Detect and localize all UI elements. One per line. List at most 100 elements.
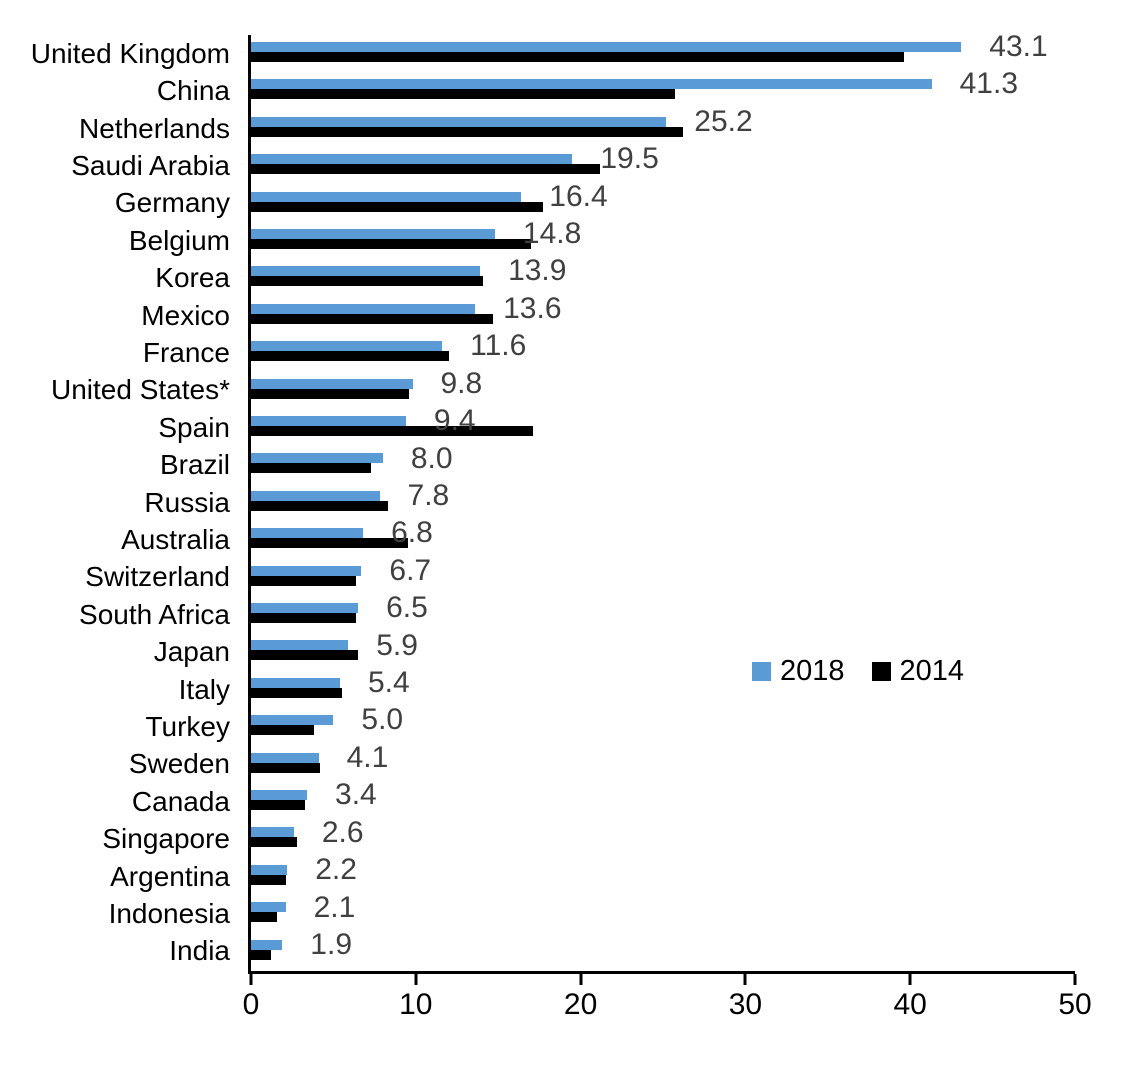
value-label: 2.6	[321, 815, 364, 849]
legend-label: 2014	[899, 655, 965, 687]
y-axis-category-labels: United Kingdom China Netherlands Saudi Arab…	[0, 35, 248, 974]
bar-group	[251, 821, 1075, 858]
bar-group	[251, 372, 1075, 409]
value-label: 2.2	[315, 853, 357, 887]
bar-group	[251, 708, 1075, 745]
bar-2014	[251, 425, 533, 436]
bar-2014	[251, 949, 271, 960]
bar-2018	[251, 228, 495, 239]
bar-group	[251, 110, 1075, 147]
value-label: 5.9	[376, 628, 418, 662]
bar-2018	[251, 602, 359, 613]
category-label: Mexico	[141, 299, 230, 331]
bar-2018	[251, 528, 364, 539]
category-label: Belgium	[128, 224, 230, 256]
bar-2018	[251, 939, 283, 950]
x-axis-tick-label: 50	[1058, 987, 1092, 1021]
value-label: 1.9	[310, 927, 353, 961]
bar-2018	[251, 116, 667, 127]
category-label: Sweden	[128, 748, 230, 780]
bar-2018	[251, 565, 362, 576]
value-label: 5.0	[361, 703, 404, 737]
bar-2018	[251, 677, 340, 688]
value-label: 4.1	[346, 740, 389, 774]
category-label: Australia	[121, 523, 230, 555]
value-label: 43.1	[989, 29, 1048, 63]
category-label: Switzerland	[85, 561, 230, 593]
x-axis-tick-mark	[1073, 973, 1077, 985]
x-axis-tick-mark	[414, 973, 418, 985]
category-label: United States*	[51, 374, 230, 406]
bar-2018	[251, 453, 383, 464]
x-axis-tick-labels: 0 10 20 30 40 50	[243, 987, 1092, 1032]
value-label: 13.6	[503, 291, 562, 325]
category-label: Saudi Arabia	[71, 149, 230, 181]
bar-2018	[251, 415, 406, 426]
bar-2014	[251, 126, 683, 137]
bar-2014	[251, 313, 494, 324]
category-label: Korea	[155, 262, 230, 294]
bar-group	[251, 933, 1075, 970]
bar-2018	[251, 790, 308, 801]
bar-group	[251, 671, 1075, 708]
bar-group	[251, 783, 1075, 820]
category-label: China	[156, 75, 230, 107]
legend-item-2018: 2018	[752, 655, 845, 688]
legend-swatch-2014	[871, 662, 891, 681]
value-label: 9.4	[433, 404, 476, 438]
bar-2018	[251, 752, 319, 763]
value-label: 7.8	[407, 478, 450, 512]
bar-group	[251, 521, 1075, 558]
category-label: France	[142, 336, 230, 368]
x-axis-tick-label: 0	[242, 987, 260, 1021]
bar-2018	[251, 266, 481, 277]
bar-2014	[251, 238, 532, 249]
value-label: 13.9	[508, 254, 567, 288]
bar-2018	[251, 490, 380, 501]
category-label: Italy	[178, 673, 230, 705]
value-label: 6.7	[389, 553, 432, 587]
bar-2014	[251, 388, 410, 399]
bar-2014	[251, 800, 306, 811]
bar-2018	[251, 864, 288, 875]
x-axis-tick-mark	[249, 973, 253, 985]
bar-2018	[251, 79, 932, 90]
bar-2014	[251, 276, 484, 287]
bar-2014	[251, 575, 357, 586]
bar-group	[251, 746, 1075, 783]
bar-2014	[251, 837, 298, 848]
bar-2018	[251, 640, 349, 651]
value-label: 41.3	[959, 67, 1018, 101]
x-axis-tick-mark	[579, 973, 583, 985]
category-label: Turkey	[145, 711, 230, 743]
bar-group	[251, 634, 1075, 671]
value-label: 19.5	[600, 142, 659, 176]
value-label: 9.8	[440, 366, 483, 400]
category-label: Japan	[153, 636, 230, 668]
x-axis-tick-label: 40	[893, 987, 927, 1021]
bar-group	[251, 559, 1075, 596]
value-label: 5.4	[367, 666, 410, 700]
bar-group	[251, 596, 1075, 633]
bar-group	[251, 297, 1075, 334]
bar-2018	[251, 715, 334, 726]
bar-2014	[251, 612, 357, 623]
bar-2018	[251, 191, 522, 202]
category-label: Germany	[114, 187, 230, 219]
bar-2014	[251, 201, 543, 212]
legend-label: 2018	[780, 655, 845, 687]
bar-2014	[251, 51, 904, 62]
bar-2014	[251, 725, 314, 736]
bar-2018	[251, 378, 413, 389]
value-label: 16.4	[549, 179, 608, 213]
value-label: 3.4	[335, 778, 377, 812]
bar-group	[251, 334, 1075, 371]
bar-2018	[251, 827, 294, 838]
x-axis-tick-label: 20	[563, 987, 598, 1021]
bar-group	[251, 409, 1075, 446]
value-label: 25.2	[694, 104, 753, 138]
bar-chart: United Kingdom China Netherlands Saudi Arab…	[0, 29, 1123, 985]
category-label: Argentina	[110, 860, 230, 892]
category-label: United Kingdom	[30, 37, 230, 69]
x-axis-tick-label: 10	[399, 987, 433, 1021]
